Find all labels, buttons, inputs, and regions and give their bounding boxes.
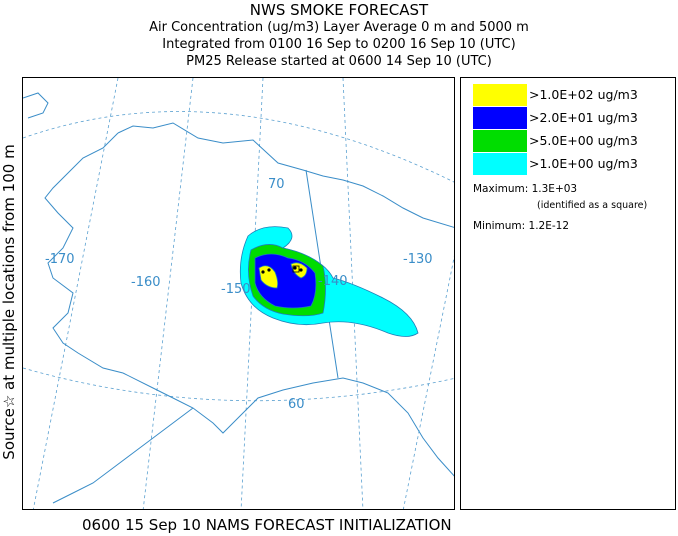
legend-label: >5.0E+00 ug/m3 (529, 133, 638, 148)
integration-period: Integrated from 0100 16 Sep to 0200 16 S… (162, 37, 516, 52)
legend-swatch (473, 130, 527, 152)
legend-label: >2.0E+01 ug/m3 (529, 110, 638, 125)
forecast-initialization: 0600 15 Sep 10 NAMS FORECAST INITIALIZAT… (82, 516, 452, 534)
release-start: PM25 Release started at 0600 14 Sep 10 (… (186, 54, 492, 69)
lon-label-150: -150 (221, 282, 251, 297)
legend-swatch (473, 107, 527, 129)
lon-label-140: -140 (318, 274, 348, 289)
graticule (23, 78, 454, 509)
lon-label-170: -170 (45, 252, 75, 267)
legend-item-green: >5.0E+00 ug/m3 (473, 130, 673, 152)
lat-label-70: 70 (268, 177, 285, 192)
legend-item-cyan: >1.0E+00 ug/m3 (473, 153, 673, 175)
north-coast (117, 122, 454, 228)
legend-label: >1.0E+02 ug/m3 (529, 87, 638, 102)
concentration-subtitle: Air Concentration (ug/m3) Layer Average … (149, 20, 529, 35)
source-marker (293, 266, 297, 270)
source-side-label: Source☆ at multiple locations from 100 m (0, 144, 18, 460)
south-coast (122, 372, 454, 477)
forecast-title: NWS SMOKE FORECAST (249, 1, 429, 19)
lon-label-130: -130 (403, 252, 433, 267)
lon-line-170 (32, 78, 119, 509)
map-panel: -170 -160 -150 -140 -130 70 60 (22, 77, 455, 510)
legend-item-yellow: >1.0E+02 ug/m3 (473, 84, 673, 106)
source-markers (261, 266, 303, 274)
siberia-coast (23, 92, 49, 119)
lon-line-130 (402, 255, 454, 509)
source-marker (299, 268, 303, 272)
coastline (23, 92, 454, 504)
maximum-value: Maximum: 1.3E+03 (473, 183, 578, 195)
lon-label-160: -160 (131, 275, 161, 290)
lat-label-60: 60 (288, 397, 305, 412)
lat-line-60 (23, 367, 454, 402)
smoke-plume (239, 226, 419, 337)
legend-label: >1.0E+00 ug/m3 (529, 156, 638, 171)
lat-line-70 (23, 111, 454, 183)
minimum-value: Minimum: 1.2E-12 (473, 220, 570, 232)
legend-swatch (473, 153, 527, 175)
alaska-map: -170 -160 -150 -140 -130 70 60 (23, 78, 454, 509)
source-marker (267, 268, 271, 272)
max-square (292, 265, 300, 273)
maximum-note: (identified as a square) (537, 200, 648, 211)
lon-line-160 (142, 78, 194, 509)
legend-swatch (473, 84, 527, 106)
source-marker (261, 270, 265, 274)
aleutian-chain (52, 407, 194, 504)
legend-panel: >1.0E+02 ug/m3 >2.0E+01 ug/m3 >5.0E+00 u… (460, 77, 676, 510)
legend-item-blue: >2.0E+01 ug/m3 (473, 107, 673, 129)
west-coast (44, 132, 124, 374)
